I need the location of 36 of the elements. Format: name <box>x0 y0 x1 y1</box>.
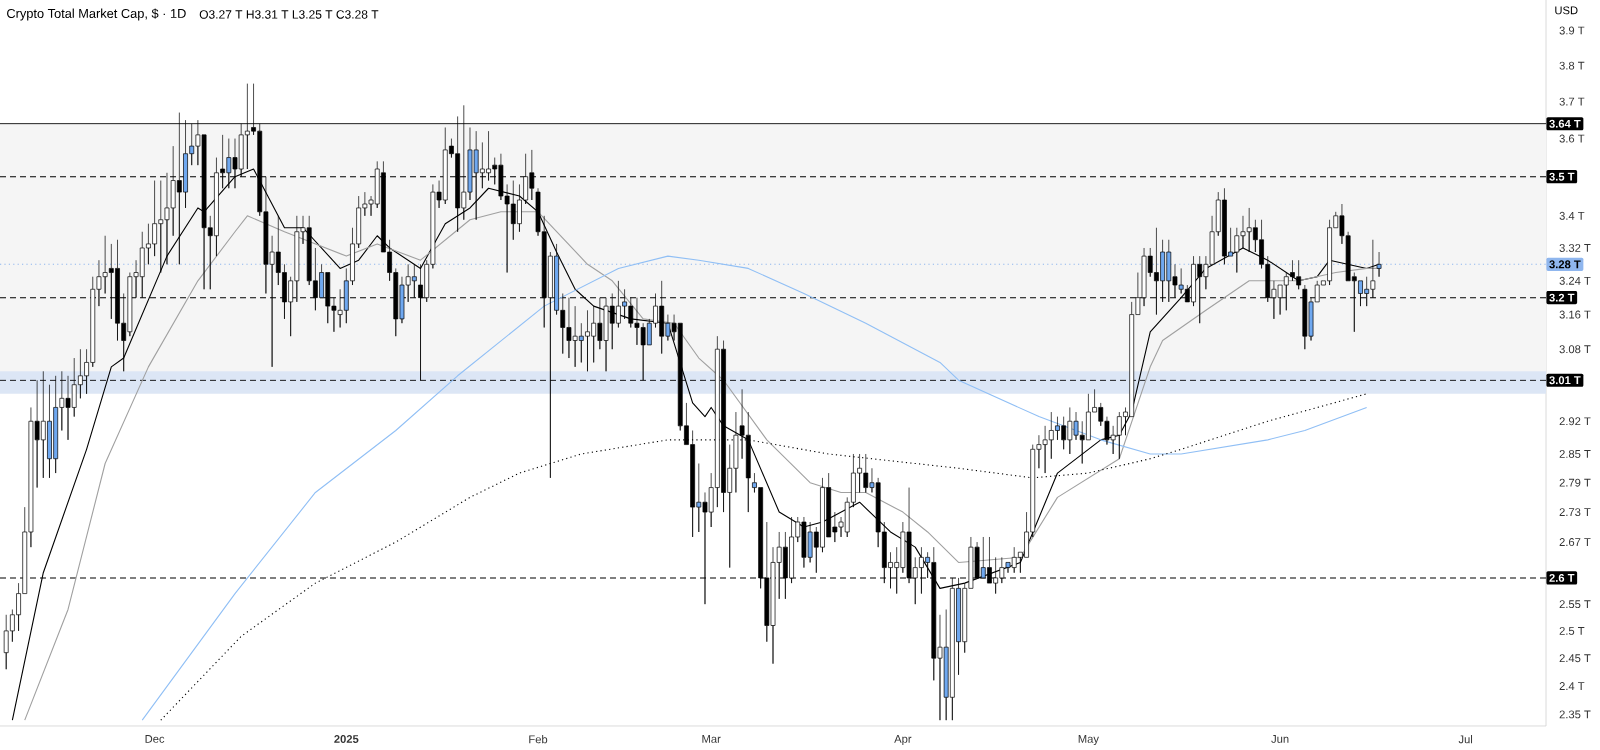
text: Crypto Total Market Cap, $ · 1D <box>7 8 186 21</box>
x-tick-label: Feb <box>529 735 548 744</box>
x-tick-label: Mar <box>702 735 721 743</box>
ref-line-label: 3.2 T <box>1549 293 1575 302</box>
y-tick-label: 3.24 T <box>1559 276 1591 285</box>
x-tick-label: Jul <box>1458 735 1473 744</box>
y-tick-label: 3.7 T <box>1559 97 1585 106</box>
x-tick-label: Apr <box>894 735 912 746</box>
y-tick-label: 3.9 T <box>1559 26 1585 35</box>
ref-line-label: 3.28 T <box>1549 260 1581 269</box>
y-tick-label: 3.8 T <box>1559 61 1585 70</box>
y-tick-label: 2.79 T <box>1559 478 1591 487</box>
y-tick-label: 2.85 T <box>1559 450 1591 458</box>
y-tick-label: 3.4 T <box>1559 211 1585 220</box>
y-tick-label: 2.45 T <box>1559 654 1591 663</box>
ref-line-label: 3.01 T <box>1549 376 1581 385</box>
ref-line-label: 3.64 T <box>1549 119 1581 128</box>
y-tick-label: 2.55 T <box>1559 600 1591 609</box>
y-tick-label: 2.4 T <box>1559 682 1585 690</box>
x-tick-label: May <box>1078 735 1099 746</box>
annotation: O3.27 T H3.31 T L3.25 T C3.28 T <box>199 10 379 19</box>
x-tick-label: 2025 <box>334 735 359 743</box>
y-tick-label: 3.08 T <box>1559 345 1591 354</box>
y-tick-label: 3.32 T <box>1559 244 1591 252</box>
y-tick-label: 2.35 T <box>1559 710 1591 719</box>
ref-line-label: 3.5 T <box>1549 172 1575 181</box>
x-tick-label: Jun <box>1271 735 1289 743</box>
y-tick-label: 3.16 T <box>1559 310 1591 319</box>
y-tick-label: 2.73 T <box>1559 508 1591 517</box>
x-tick-label: Dec <box>145 735 165 743</box>
y-tick-label: 2.5 T <box>1559 626 1585 635</box>
ref-line-label: 2.6 T <box>1549 573 1575 582</box>
y-tick-label: 2.92 T <box>1559 417 1591 426</box>
y-tick-label: 3.6 T <box>1559 134 1585 143</box>
y-tick-label: 2.67 T <box>1559 538 1591 547</box>
text: USD <box>1555 6 1578 15</box>
